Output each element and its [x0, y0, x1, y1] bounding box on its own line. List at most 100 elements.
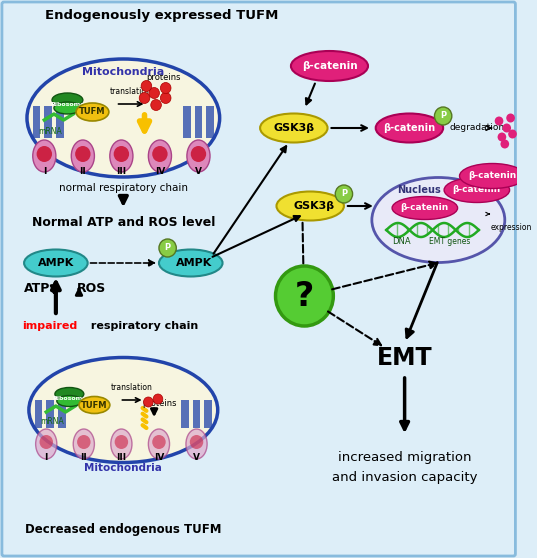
Text: Mitochondria: Mitochondria: [82, 67, 164, 77]
Text: Mitochondria: Mitochondria: [84, 463, 162, 473]
Text: V: V: [193, 454, 200, 463]
Text: III: III: [117, 454, 126, 463]
Circle shape: [191, 146, 206, 162]
Ellipse shape: [376, 113, 443, 142]
Bar: [181, 400, 189, 428]
Circle shape: [506, 113, 515, 123]
Circle shape: [500, 140, 509, 148]
Ellipse shape: [186, 429, 207, 459]
Text: mRNA: mRNA: [40, 417, 64, 426]
Text: V: V: [195, 167, 202, 176]
FancyBboxPatch shape: [2, 2, 516, 556]
Text: P: P: [341, 190, 347, 199]
Circle shape: [40, 435, 53, 449]
Circle shape: [152, 435, 166, 449]
Text: AMPK: AMPK: [176, 258, 212, 268]
Bar: [193, 400, 200, 428]
Ellipse shape: [24, 249, 88, 277]
Ellipse shape: [71, 140, 95, 172]
Text: translation: translation: [110, 87, 152, 96]
Text: IV: IV: [154, 454, 164, 463]
Ellipse shape: [35, 429, 57, 459]
Circle shape: [151, 99, 161, 110]
Ellipse shape: [392, 196, 458, 219]
Text: EMT: EMT: [377, 346, 432, 370]
Text: Ribosome: Ribosome: [50, 102, 85, 107]
Bar: [56, 106, 63, 138]
Text: respiratory chain: respiratory chain: [87, 321, 198, 331]
Ellipse shape: [291, 51, 368, 81]
Text: normal respiratory chain: normal respiratory chain: [59, 183, 188, 193]
Ellipse shape: [29, 358, 217, 463]
Circle shape: [335, 185, 353, 203]
Circle shape: [275, 266, 333, 326]
Text: I: I: [45, 454, 48, 463]
Text: III: III: [117, 167, 126, 176]
Bar: [35, 400, 42, 428]
Circle shape: [75, 146, 91, 162]
Text: β-catenin: β-catenin: [401, 204, 449, 213]
Ellipse shape: [54, 102, 81, 114]
Text: II: II: [79, 167, 86, 176]
Text: P: P: [440, 112, 446, 121]
Ellipse shape: [444, 177, 510, 203]
Text: ATP: ATP: [24, 281, 50, 295]
Bar: [183, 106, 191, 138]
Text: ?: ?: [295, 280, 314, 312]
Text: Endogenously expressed TUFM: Endogenously expressed TUFM: [45, 8, 279, 22]
Circle shape: [141, 80, 152, 92]
Text: AMPK: AMPK: [38, 258, 74, 268]
Circle shape: [153, 394, 163, 404]
Circle shape: [495, 117, 503, 126]
Circle shape: [190, 435, 204, 449]
Ellipse shape: [187, 140, 210, 172]
Text: β-catenin: β-catenin: [453, 185, 501, 195]
Ellipse shape: [27, 59, 220, 177]
Ellipse shape: [111, 429, 132, 459]
Ellipse shape: [460, 163, 525, 189]
Text: II: II: [81, 454, 87, 463]
Text: proteins: proteins: [143, 399, 177, 408]
Ellipse shape: [52, 93, 83, 107]
Text: mRNA: mRNA: [38, 127, 62, 137]
Ellipse shape: [372, 177, 505, 262]
Text: I: I: [42, 167, 46, 176]
Circle shape: [77, 435, 91, 449]
Text: β-catenin: β-catenin: [468, 171, 517, 180]
Ellipse shape: [33, 140, 56, 172]
Text: expression: expression: [490, 224, 532, 233]
Text: Decreased endogenous TUFM: Decreased endogenous TUFM: [25, 523, 222, 536]
Bar: [204, 400, 212, 428]
Ellipse shape: [79, 397, 110, 413]
Bar: [194, 106, 202, 138]
Text: TUFM: TUFM: [79, 108, 106, 117]
Text: ROS: ROS: [77, 281, 106, 295]
Text: translation: translation: [111, 383, 153, 392]
Circle shape: [152, 146, 168, 162]
Text: degradation: degradation: [450, 123, 505, 132]
Ellipse shape: [76, 103, 109, 121]
Circle shape: [114, 146, 129, 162]
Ellipse shape: [73, 429, 95, 459]
Circle shape: [114, 435, 128, 449]
Text: Nucleus: Nucleus: [397, 185, 441, 195]
Circle shape: [139, 93, 150, 103]
Text: impaired: impaired: [23, 321, 78, 331]
Circle shape: [508, 129, 517, 138]
Text: proteins: proteins: [147, 73, 181, 82]
Ellipse shape: [110, 140, 133, 172]
Bar: [33, 106, 40, 138]
Circle shape: [434, 107, 452, 125]
Circle shape: [498, 132, 506, 142]
Bar: [45, 106, 52, 138]
Bar: [46, 400, 54, 428]
Text: and invasion capacity: and invasion capacity: [332, 472, 477, 484]
Text: increased migration: increased migration: [338, 451, 471, 464]
Text: P: P: [164, 243, 171, 253]
Text: β-catenin: β-catenin: [383, 123, 436, 133]
Text: EMT genes: EMT genes: [429, 238, 470, 247]
Ellipse shape: [148, 429, 170, 459]
Circle shape: [161, 93, 171, 103]
Circle shape: [503, 123, 511, 132]
Text: Ribosome: Ribosome: [52, 396, 86, 401]
